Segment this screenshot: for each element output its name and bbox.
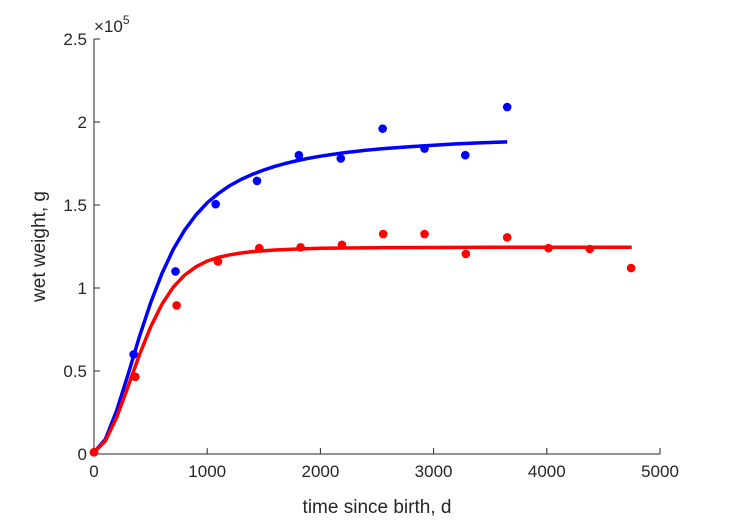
data-point: [378, 229, 388, 239]
y-tick-label: 1.5: [63, 196, 87, 215]
x-tick-label: 1000: [188, 462, 226, 481]
y-axis-exponent: ×105: [94, 13, 130, 36]
y-tick-label: 0: [78, 445, 87, 464]
data-point: [378, 124, 387, 133]
data-point: [172, 301, 181, 310]
data-point: [420, 229, 429, 239]
series-1: [89, 229, 636, 457]
y-ticks: 0 0.5 1 1.5 2 2.5: [63, 30, 100, 464]
y-tick-label: 2.5: [63, 30, 87, 49]
data-point: [460, 150, 470, 160]
x-tick-label: 2000: [301, 462, 339, 481]
data-point: [420, 144, 429, 153]
x-tick-label: 5000: [641, 462, 679, 481]
data-point: [129, 350, 138, 359]
axes: 0 1000 2000 3000 4000 5000 0 0.5 1 1.5 2 2.5: [63, 30, 679, 481]
x-tick-label: 4000: [528, 462, 566, 481]
data-point: [502, 233, 512, 242]
exponent-power: 5: [123, 13, 130, 27]
data-point: [461, 249, 471, 259]
data-point: [254, 243, 264, 253]
data-point: [171, 267, 180, 276]
data-point: [252, 176, 262, 186]
fit-line: [92, 245, 632, 454]
data-point: [337, 240, 347, 250]
x-axis-label: time since birth, d: [303, 497, 452, 518]
data-point: [336, 154, 346, 163]
y-tick-label: 1: [78, 279, 87, 298]
data-point: [502, 102, 512, 112]
data-point: [131, 372, 140, 382]
series-0: [89, 102, 512, 457]
fit-line: [92, 140, 508, 454]
y-tick-label: 0.5: [63, 362, 87, 381]
data-point: [544, 243, 553, 253]
data-point: [89, 448, 99, 457]
exponent-base: ×10: [94, 17, 123, 36]
y-tick-label: 2: [78, 113, 87, 132]
data-point: [294, 150, 304, 160]
data-point: [213, 257, 223, 266]
data-point: [626, 263, 636, 273]
series-layer: [89, 102, 636, 457]
data-point: [211, 199, 220, 209]
data-point: [585, 244, 595, 254]
y-axis-label: wet weight, g: [29, 191, 50, 303]
x-ticks: 0 1000 2000 3000 4000 5000: [89, 448, 679, 481]
x-tick-label: 3000: [415, 462, 453, 481]
data-point: [296, 243, 305, 252]
x-tick-label: 0: [89, 462, 98, 481]
